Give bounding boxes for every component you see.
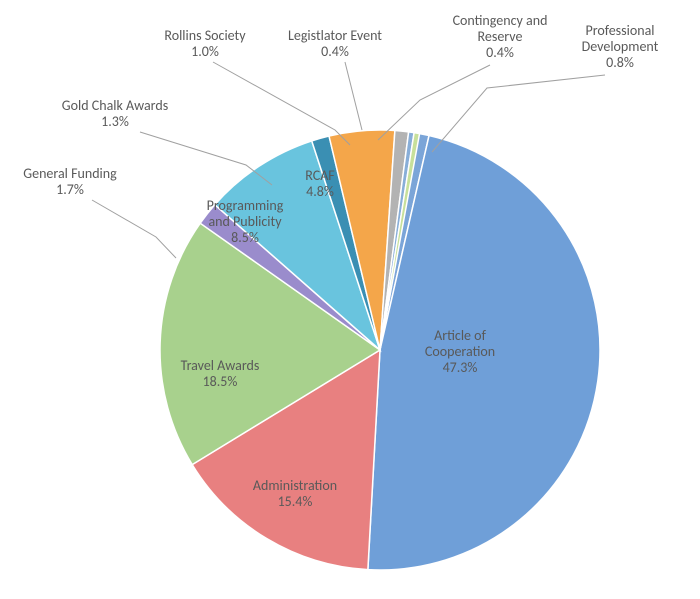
slice-label: Legistlator Event0.4% [288,27,382,60]
slice-label: ProfessionalDevelopment0.8% [582,22,659,71]
slice-label: General Funding1.7% [23,165,117,198]
leader-line [213,62,350,145]
slice-label: RCAF4.8% [305,167,335,200]
leader-line [378,65,490,140]
leader-line [432,75,605,152]
pie-chart: ProfessionalDevelopment0.8%Article ofCoo… [0,0,700,599]
slice-label: Rollins Society1.0% [164,27,246,60]
leader-line [345,62,362,130]
slice-label: Gold Chalk Awards1.3% [62,97,168,130]
slice-label: Contingency andReserve0.4% [453,12,548,61]
leader-line [92,200,176,258]
pie-slices [160,130,600,570]
